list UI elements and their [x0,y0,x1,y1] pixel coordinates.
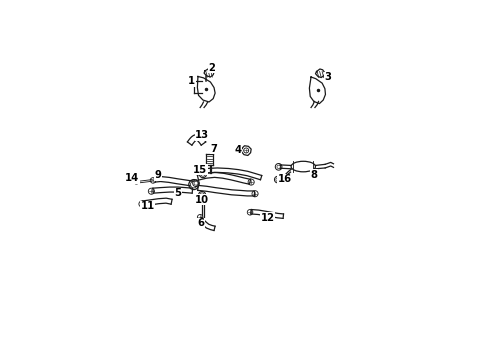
Circle shape [194,181,198,185]
Text: 8: 8 [310,170,317,180]
Text: 13: 13 [195,130,209,140]
Text: 15: 15 [193,165,207,175]
Circle shape [276,165,280,168]
Text: 2: 2 [208,63,215,73]
Text: 5: 5 [174,188,181,198]
Text: 12: 12 [260,213,274,223]
Polygon shape [309,77,325,104]
Circle shape [200,193,204,197]
Text: 6: 6 [197,219,204,228]
Text: 7: 7 [210,144,217,153]
Text: 16: 16 [277,174,291,184]
Text: 10: 10 [195,194,209,204]
Text: 11: 11 [140,201,154,211]
Text: 9: 9 [154,170,161,180]
Circle shape [190,181,197,188]
Text: 4: 4 [234,145,241,155]
Polygon shape [241,146,251,156]
Text: 3: 3 [324,72,331,82]
Polygon shape [197,76,215,102]
Text: 14: 14 [124,174,139,184]
Text: 1: 1 [188,76,195,86]
Circle shape [275,177,279,181]
Circle shape [200,172,205,176]
